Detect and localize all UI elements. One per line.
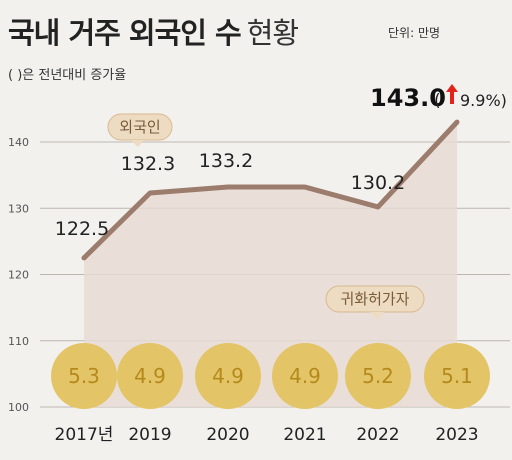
- x-tick-label: 2023: [435, 425, 478, 445]
- naturalized-value: 5.3: [68, 364, 100, 388]
- data-label: 122.5: [55, 218, 109, 240]
- naturalized-value: 4.9: [134, 364, 166, 388]
- y-tick-label: 100: [8, 401, 29, 414]
- series-line: [81, 119, 460, 261]
- chart-header: 국내 거주 외국인 수 현황 단위: 만명 ( )은 전년대비 증가율: [0, 0, 512, 90]
- naturalized-value: 4.9: [289, 364, 321, 388]
- naturalized-circle: [195, 343, 261, 409]
- x-tick-label: 2017년: [55, 425, 114, 445]
- data-label: 133.2: [199, 150, 253, 172]
- unit-label: 단위: 만명: [388, 26, 441, 40]
- highlight-change: 9.9%): [460, 91, 507, 110]
- badge-pointer: [370, 312, 384, 320]
- data-label: 132.3: [121, 153, 175, 175]
- naturalized-value: 4.9: [212, 364, 244, 388]
- data-label: 130.2: [351, 172, 405, 194]
- naturalized-value: 5.2: [362, 364, 394, 388]
- chart-subtitle: ( )은 전년대비 증가율: [8, 68, 127, 83]
- up-arrow-icon: [446, 84, 458, 104]
- x-tick-label: 2022: [356, 425, 399, 445]
- y-tick-label: 140: [8, 136, 29, 149]
- chart-title-light: 현황: [246, 16, 299, 50]
- y-tick-label: 130: [8, 202, 29, 215]
- highlight-value: 143.0: [370, 84, 446, 112]
- naturalized-circle: [424, 343, 490, 409]
- x-tick-label: 2019: [128, 425, 171, 445]
- naturalized-circle: [51, 343, 117, 409]
- chart-title: 국내 거주 외국인 수 현황: [8, 10, 299, 52]
- y-tick-label: 110: [8, 335, 29, 348]
- x-tick-label: 2020: [206, 425, 249, 445]
- y-tick-label: 120: [8, 269, 29, 282]
- chart-title-main: 국내 거주 외국인 수: [8, 16, 242, 50]
- series-badge-foreigners-label: 외국인: [119, 118, 160, 136]
- naturalized-value: 5.1: [441, 364, 473, 388]
- naturalized-circle: [272, 343, 338, 409]
- series-badge-naturalized-label: 귀화허가자: [340, 290, 409, 308]
- badge-pointer: [130, 140, 144, 147]
- naturalized-circle: [345, 343, 411, 409]
- x-tick-label: 2021: [283, 425, 326, 445]
- paren-open: (: [434, 91, 441, 111]
- naturalized-circle: [117, 343, 183, 409]
